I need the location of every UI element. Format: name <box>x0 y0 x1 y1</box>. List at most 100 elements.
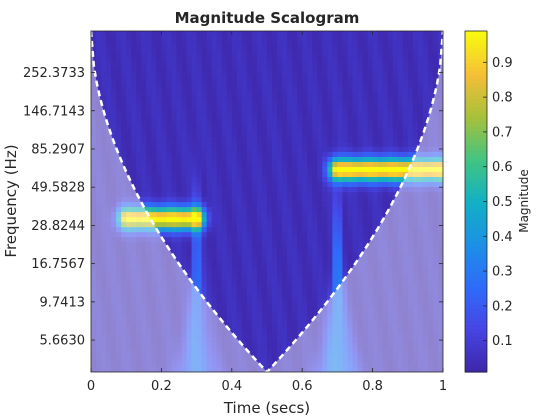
heatmap-cell <box>191 181 198 188</box>
heatmap-cell <box>332 346 338 353</box>
heatmap-cell <box>106 106 112 112</box>
heatmap-cell <box>317 361 323 368</box>
heatmap-cell <box>272 291 278 298</box>
heatmap-cell <box>156 71 162 77</box>
heatmap-cell <box>131 271 137 278</box>
heatmap-cell <box>287 261 293 268</box>
heatmap-cell <box>96 86 102 92</box>
heatmap-cell <box>267 111 273 117</box>
heatmap-cell <box>292 151 298 157</box>
heatmap-cell <box>272 91 278 97</box>
heatmap-cell <box>241 176 248 183</box>
heatmap-cell <box>256 171 263 178</box>
heatmap-cell <box>352 226 359 233</box>
heatmap-cell <box>126 246 132 253</box>
heatmap-cell <box>96 121 102 127</box>
heatmap-cell <box>327 196 333 203</box>
heatmap-cell <box>91 176 97 183</box>
heatmap-cell <box>96 66 102 72</box>
heatmap-cell <box>272 46 278 52</box>
heatmap-cell <box>357 151 364 157</box>
heatmap-cell <box>101 286 107 293</box>
heatmap-cell <box>206 146 213 152</box>
heatmap-cell <box>171 61 178 67</box>
heatmap-cell <box>282 116 288 122</box>
heatmap-cell <box>357 81 364 87</box>
heatmap-cell <box>161 101 168 107</box>
heatmap-cell <box>277 156 283 162</box>
heatmap-cell <box>267 91 273 97</box>
heatmap-cell <box>116 86 122 92</box>
heatmap-cell <box>126 296 132 303</box>
heatmap-cell <box>161 81 168 87</box>
heatmap-cell <box>246 366 253 372</box>
heatmap-cell <box>161 211 168 218</box>
heatmap-cell <box>91 221 97 228</box>
heatmap-cell <box>287 161 293 167</box>
heatmap-cell <box>267 261 273 268</box>
heatmap-cell <box>347 126 354 132</box>
heatmap-cell <box>111 106 117 112</box>
heatmap-cell <box>402 116 409 122</box>
heatmap-cell <box>437 41 443 47</box>
heatmap-cell <box>101 41 107 47</box>
heatmap-cell <box>402 256 409 263</box>
heatmap-cell <box>372 191 379 198</box>
heatmap-cell <box>382 171 389 178</box>
heatmap-cell <box>241 306 248 313</box>
heatmap-cell <box>342 311 349 318</box>
heatmap-cell <box>362 271 369 278</box>
heatmap-cell <box>261 191 268 198</box>
heatmap-cell <box>201 181 208 188</box>
colorbar-segment <box>465 300 487 306</box>
heatmap-cell <box>156 66 162 72</box>
heatmap-cell <box>251 306 258 313</box>
heatmap-cell <box>437 256 443 263</box>
heatmap-cell <box>337 51 344 57</box>
heatmap-cell <box>211 161 218 167</box>
heatmap-cell <box>141 326 147 333</box>
heatmap-cell <box>166 136 173 142</box>
heatmap-cell <box>352 251 359 258</box>
heatmap-cell <box>412 151 419 157</box>
heatmap-cell <box>432 61 439 67</box>
heatmap-cell <box>216 151 223 157</box>
heatmap-cell <box>236 366 243 372</box>
heatmap-cell <box>166 206 173 213</box>
heatmap-cell <box>181 331 188 338</box>
heatmap-cell <box>216 286 223 293</box>
heatmap-cell <box>347 291 354 298</box>
heatmap-cell <box>342 341 349 348</box>
heatmap-cell <box>332 171 338 178</box>
heatmap-cell <box>277 111 283 117</box>
heatmap-cell <box>387 111 394 117</box>
heatmap-cell <box>211 221 218 228</box>
heatmap-cell <box>176 256 183 263</box>
heatmap-cell <box>337 56 344 62</box>
heatmap-cell <box>412 206 419 213</box>
heatmap-cell <box>317 321 323 328</box>
heatmap-cell <box>166 346 173 353</box>
heatmap-cell <box>106 71 112 77</box>
heatmap-cell <box>367 261 374 268</box>
heatmap-cell <box>141 66 147 72</box>
heatmap-cell <box>161 311 168 318</box>
heatmap-cell <box>307 146 313 152</box>
heatmap-cell <box>196 91 203 97</box>
heatmap-cell <box>312 166 318 173</box>
heatmap-cell <box>382 161 389 167</box>
heatmap-cell <box>337 146 344 152</box>
heatmap-cell <box>236 176 243 183</box>
heatmap-cell <box>367 301 374 308</box>
heatmap-cell <box>101 351 107 358</box>
heatmap-cell <box>186 341 193 348</box>
heatmap-cell <box>307 231 313 238</box>
heatmap-cell <box>297 236 303 243</box>
heatmap-cell <box>332 311 338 318</box>
heatmap-cell <box>292 166 298 173</box>
heatmap-cell <box>397 211 404 218</box>
heatmap-cell <box>382 101 389 107</box>
heatmap-cell <box>287 186 293 193</box>
heatmap-cell <box>432 356 439 363</box>
heatmap-cell <box>312 296 318 303</box>
